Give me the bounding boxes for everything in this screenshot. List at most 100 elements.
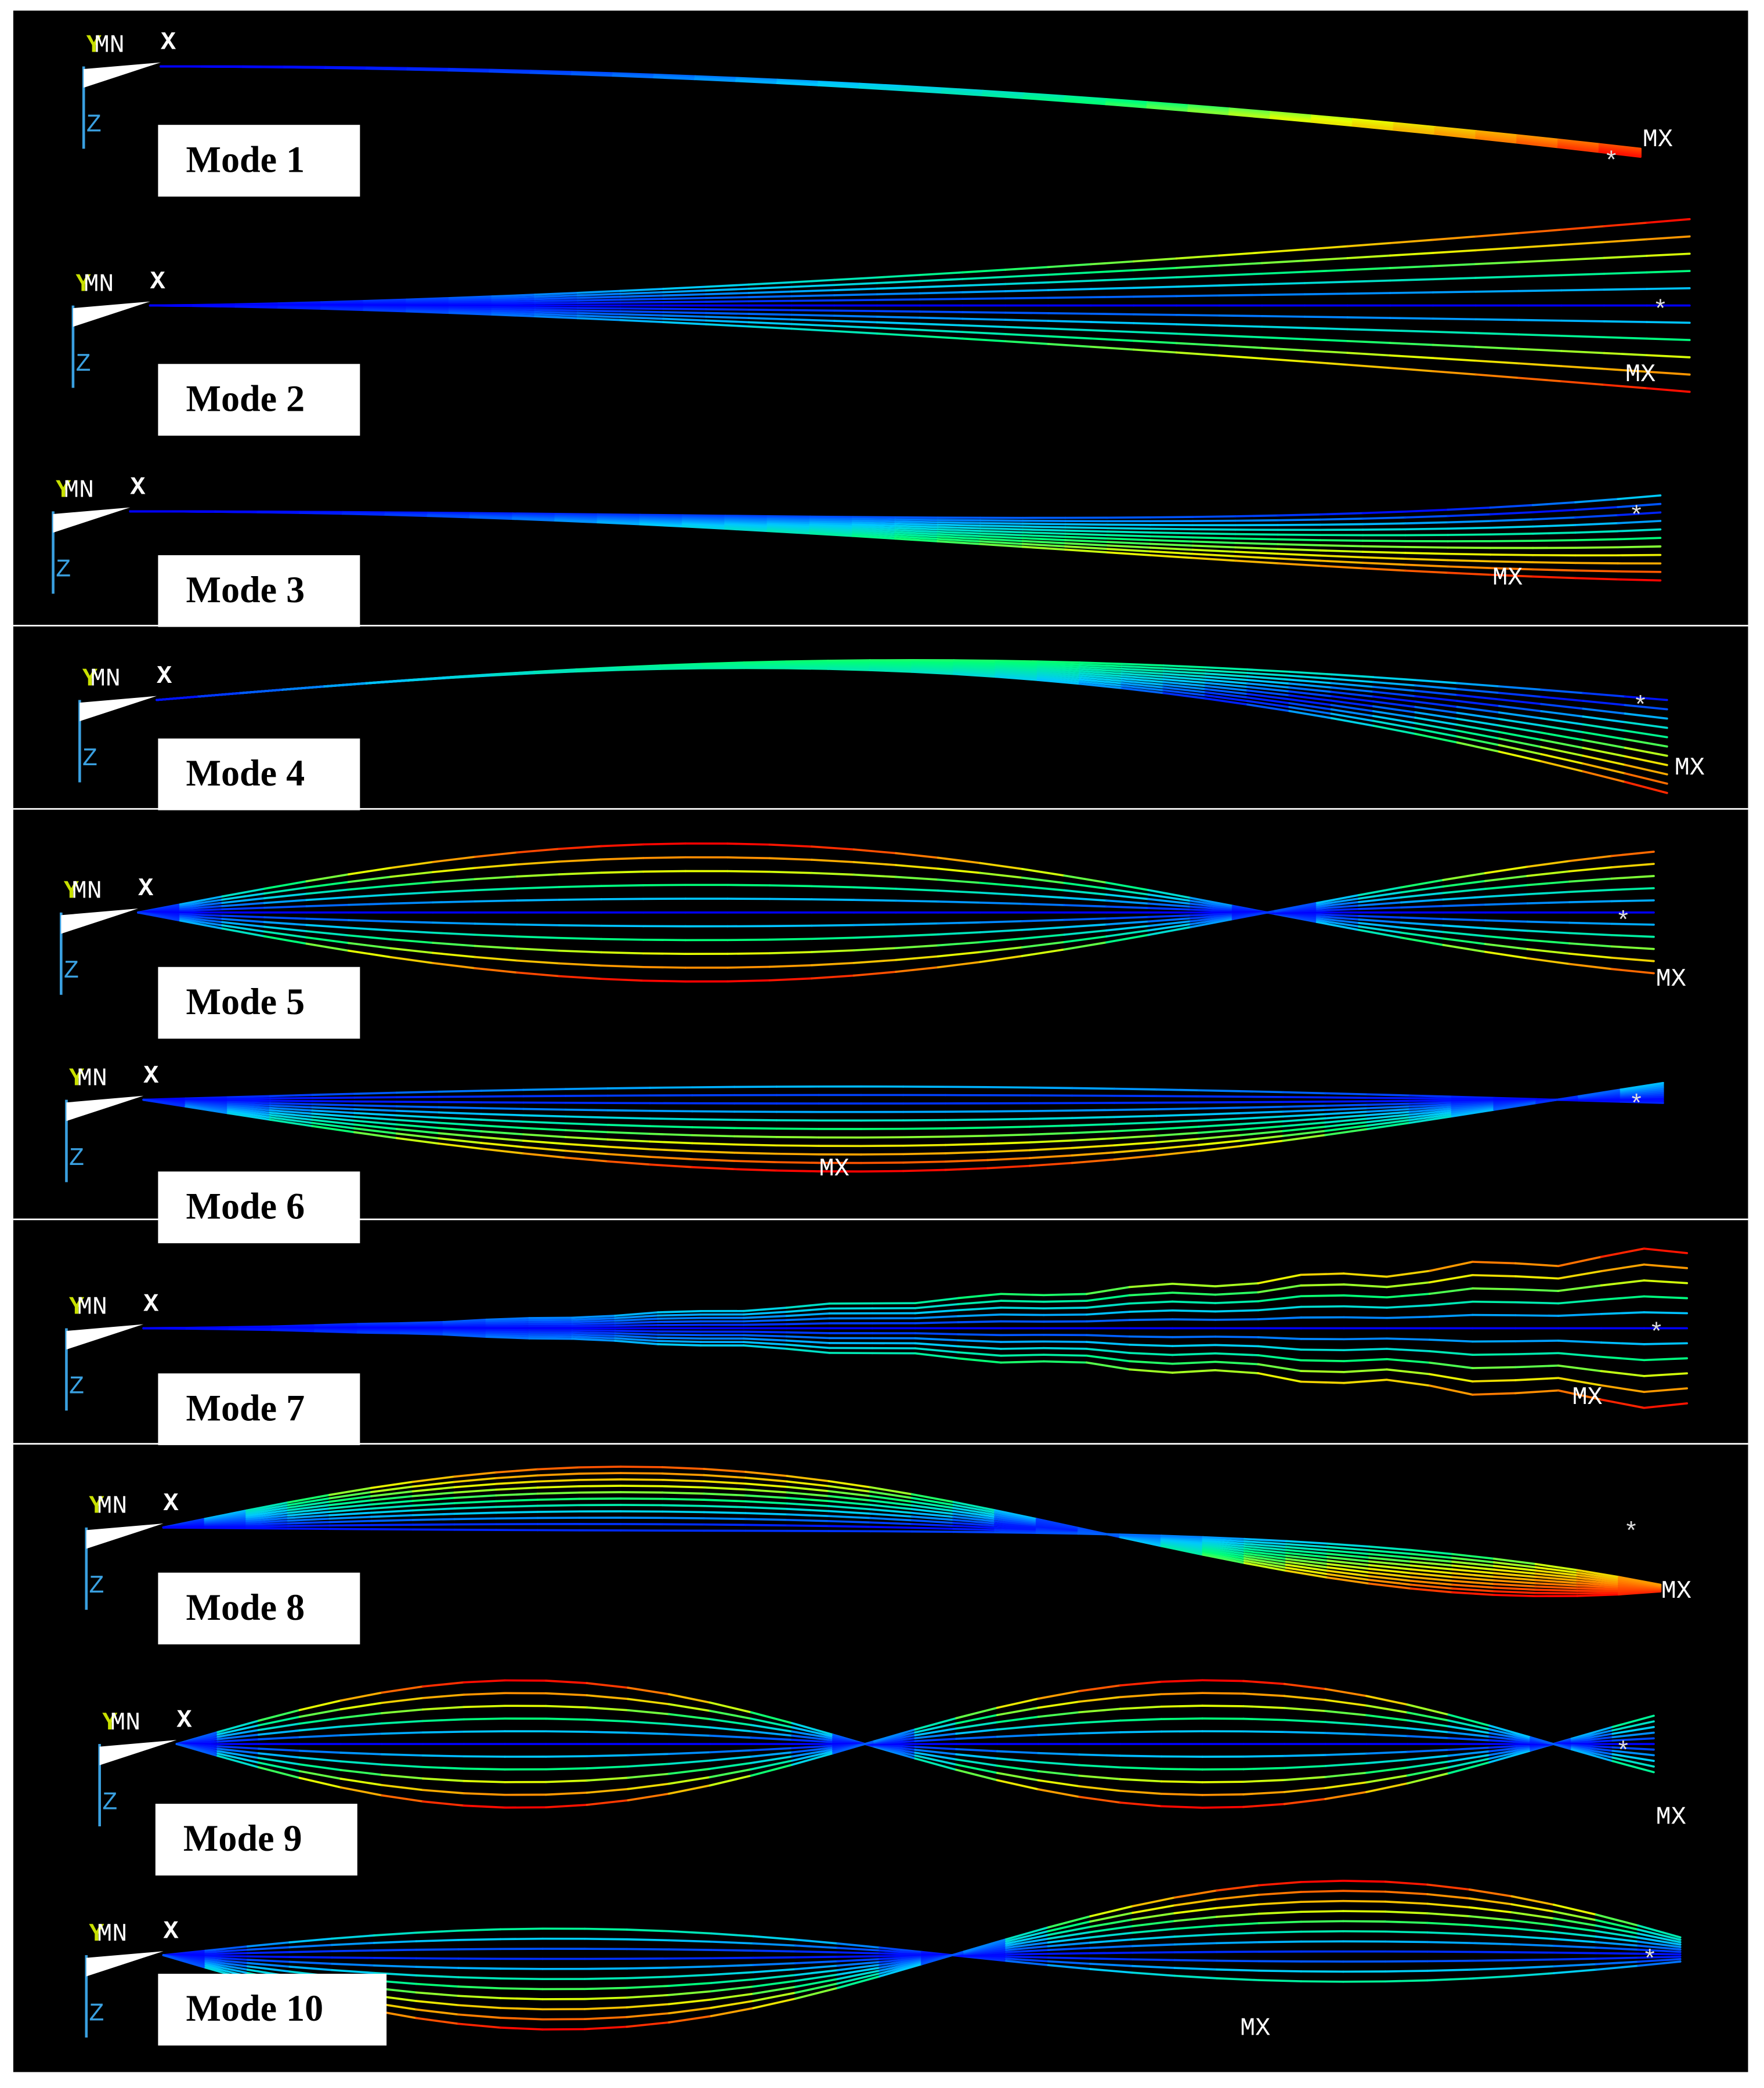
element-edge bbox=[1468, 1942, 1513, 1946]
element-edge bbox=[204, 1952, 249, 1956]
element-edge bbox=[785, 1312, 831, 1318]
element-edge bbox=[1620, 1094, 1664, 1098]
element-edge bbox=[1517, 229, 1563, 234]
element-edge bbox=[1310, 121, 1354, 127]
element-edge bbox=[480, 1095, 525, 1098]
element-edge bbox=[914, 1297, 959, 1305]
element-edge bbox=[944, 1142, 989, 1146]
element-edge bbox=[724, 526, 769, 531]
element-edge bbox=[204, 1960, 249, 1968]
element-edge bbox=[585, 1776, 630, 1782]
element-edge bbox=[1162, 667, 1207, 672]
element-edge bbox=[1214, 1291, 1260, 1296]
mode-label: Mode 2 bbox=[186, 378, 305, 419]
element-edge bbox=[1343, 1358, 1388, 1362]
element-edge bbox=[1637, 1940, 1682, 1948]
element-edge bbox=[1330, 704, 1375, 712]
element-edge bbox=[1064, 523, 1109, 526]
element-edge bbox=[1326, 1549, 1371, 1555]
element-edge bbox=[495, 1499, 539, 1503]
element-edge bbox=[1198, 1123, 1242, 1128]
element-edge bbox=[1191, 548, 1237, 553]
element-edge bbox=[1456, 735, 1501, 747]
element-edge bbox=[1285, 1540, 1329, 1545]
element-edge bbox=[1386, 1337, 1431, 1341]
element-edge bbox=[1190, 899, 1234, 909]
element-edge bbox=[1358, 906, 1402, 910]
element-edge bbox=[1560, 225, 1606, 231]
element-edge bbox=[1361, 556, 1407, 560]
element-edge bbox=[491, 312, 536, 316]
element-edge bbox=[1202, 1541, 1246, 1547]
element-edge bbox=[1131, 1971, 1176, 1977]
element-edge bbox=[768, 977, 813, 982]
element-edge bbox=[462, 1717, 506, 1721]
element-edge bbox=[571, 1329, 616, 1332]
element-edge bbox=[576, 314, 622, 319]
element-edge bbox=[1365, 1782, 1409, 1793]
element-edge bbox=[258, 1722, 301, 1731]
element-edge bbox=[1624, 747, 1668, 757]
element-edge bbox=[389, 956, 434, 964]
element-edge bbox=[1330, 686, 1375, 693]
element-edge bbox=[287, 1511, 331, 1517]
element-edge bbox=[1568, 900, 1613, 903]
element-edge bbox=[1456, 718, 1501, 727]
element-edge bbox=[703, 1504, 747, 1508]
element-edge bbox=[1078, 678, 1123, 685]
element-edge bbox=[1576, 1579, 1620, 1586]
element-edge bbox=[1386, 1348, 1431, 1352]
element-edge bbox=[876, 274, 921, 279]
element-edge bbox=[1090, 329, 1135, 333]
element-edge bbox=[1036, 670, 1081, 675]
element-edge bbox=[1047, 1926, 1091, 1937]
element-edge bbox=[1089, 1912, 1134, 1923]
element-edge bbox=[1162, 675, 1207, 681]
element-edge bbox=[1361, 562, 1407, 566]
element-edge bbox=[305, 930, 350, 937]
element-edge bbox=[995, 661, 1039, 665]
element-edge bbox=[895, 933, 939, 938]
element-edge bbox=[1160, 1536, 1204, 1540]
element-edge bbox=[1319, 554, 1364, 559]
element-edge bbox=[937, 889, 981, 894]
element-edge bbox=[910, 1526, 955, 1530]
element-edge bbox=[1342, 1899, 1387, 1903]
element-edge bbox=[1404, 552, 1449, 555]
element-edge bbox=[961, 337, 1007, 343]
element-edge bbox=[1283, 1731, 1327, 1734]
element-edge bbox=[1451, 1106, 1495, 1114]
element-edge bbox=[1300, 1272, 1345, 1276]
element-edge bbox=[710, 1964, 755, 1968]
element-edge bbox=[1175, 351, 1220, 357]
max-label: MX bbox=[1643, 126, 1673, 154]
element-edge bbox=[1324, 1699, 1368, 1707]
element-edge bbox=[876, 286, 921, 290]
mode-label: Mode 6 bbox=[186, 1185, 305, 1226]
element-edge bbox=[961, 317, 1007, 321]
element-edge bbox=[1534, 1591, 1578, 1595]
element-edge bbox=[1637, 1936, 1682, 1946]
element-edge bbox=[522, 1088, 567, 1091]
element-edge bbox=[287, 1521, 331, 1525]
element-edge bbox=[1429, 1274, 1474, 1284]
element-edge bbox=[744, 1494, 789, 1499]
element-edge bbox=[1620, 1090, 1664, 1096]
element-edge bbox=[1358, 922, 1402, 929]
element-edge bbox=[1611, 1749, 1655, 1757]
element-edge bbox=[750, 1759, 793, 1771]
element-edge bbox=[1071, 1123, 1116, 1127]
element-edge bbox=[809, 520, 854, 524]
element-edge bbox=[879, 1946, 923, 1953]
element-edge bbox=[1029, 1124, 1073, 1128]
element-edge bbox=[785, 1347, 831, 1354]
element-edge bbox=[1315, 915, 1360, 921]
element-edge bbox=[1089, 1963, 1134, 1967]
element-edge bbox=[742, 1315, 788, 1319]
element-edge bbox=[1426, 1912, 1471, 1917]
element-edge bbox=[1089, 1945, 1134, 1949]
element-edge bbox=[226, 1105, 272, 1112]
element-edge bbox=[937, 535, 982, 540]
element-edge bbox=[600, 978, 645, 982]
element-edge bbox=[668, 1982, 713, 1987]
